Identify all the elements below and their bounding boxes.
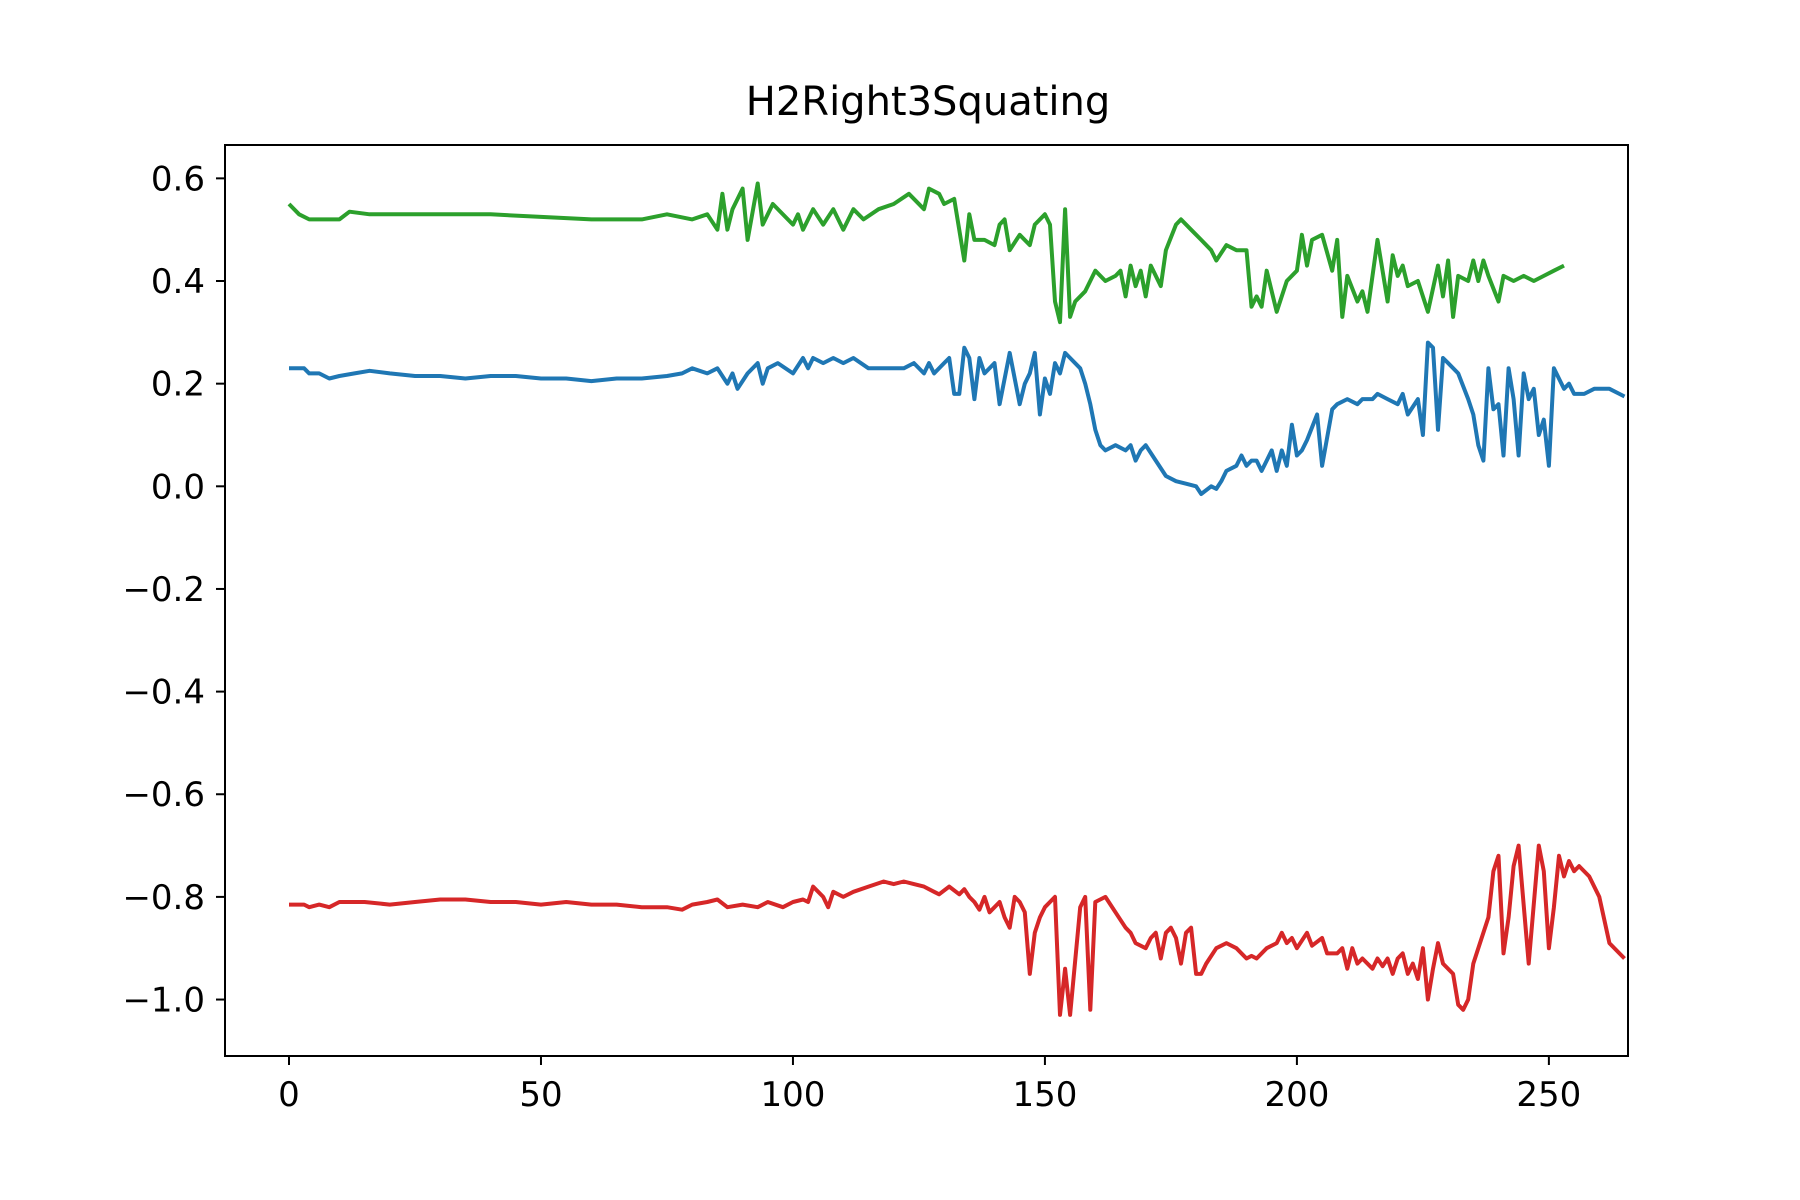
x-tick-label: 0: [278, 1075, 300, 1115]
x-tick-label: 50: [519, 1075, 562, 1115]
plot-area-frame: [224, 144, 1629, 1057]
x-axis: 0 50 100 150 200 250: [278, 1056, 1581, 1115]
y-tick-label: −0.6: [122, 775, 205, 815]
y-tick-label: −1.0: [122, 981, 205, 1021]
y-tick-label: 0.6: [151, 159, 205, 199]
series-line-3: [289, 843, 1626, 1017]
x-tick-label: 150: [1012, 1075, 1077, 1115]
series-line-1: [287, 181, 1565, 325]
y-tick-label: −0.8: [122, 878, 205, 918]
y-tick-label: 0.2: [151, 365, 205, 405]
series-line-2: [289, 340, 1626, 496]
y-tick-label: 0.0: [151, 467, 205, 507]
chart-title: H2Right3Squating: [746, 79, 1111, 125]
y-tick-label: −0.2: [122, 570, 205, 610]
y-tick-label: 0.4: [151, 262, 205, 302]
y-axis: 0.6 0.4 0.2 0.0 −0.2 −0.4 −0.6 −0.8 −1.0: [122, 159, 225, 1021]
x-tick-label: 100: [760, 1075, 825, 1115]
series-layer: [287, 181, 1626, 1017]
x-tick-label: 200: [1264, 1075, 1329, 1115]
y-tick-label: −0.4: [122, 673, 205, 713]
x-tick-label: 250: [1516, 1075, 1581, 1115]
